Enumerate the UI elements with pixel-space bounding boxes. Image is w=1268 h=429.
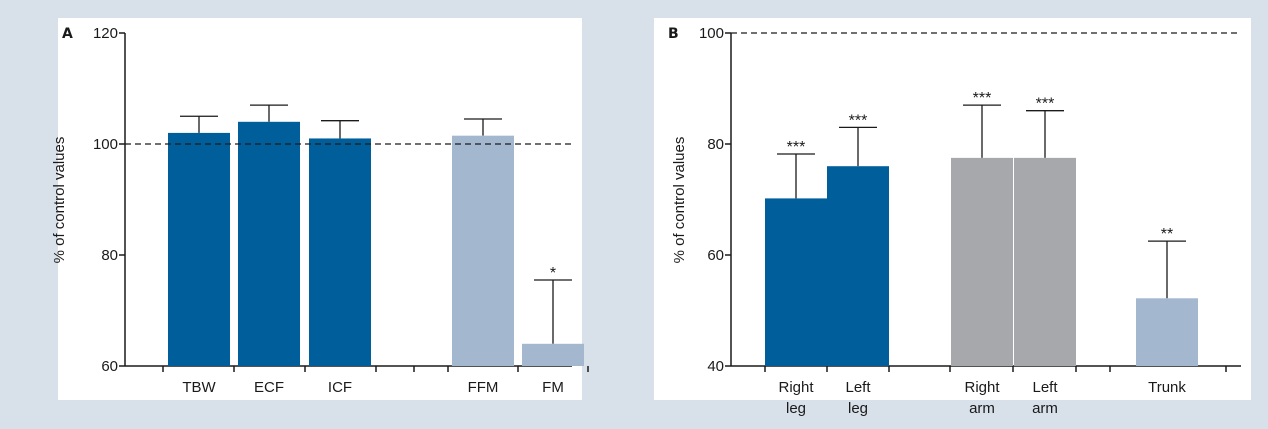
bar-ecf	[238, 121, 300, 366]
x-tick-label-trunk: Trunk	[1148, 379, 1186, 396]
bar-fm	[522, 343, 584, 366]
significance-trunk: **	[1161, 226, 1173, 243]
x-tick-label-right-arm-1: Right	[964, 379, 1000, 396]
y-tick-label-b-80: 80	[707, 136, 724, 153]
x-tick-label-left-arm-2: arm	[1032, 400, 1058, 417]
bar-ffm	[452, 135, 514, 366]
bar-left-arm	[1014, 157, 1076, 366]
bar-left-leg	[827, 166, 889, 366]
significance-right-leg: ***	[787, 139, 806, 156]
bar-tbw	[168, 132, 230, 366]
y-tick-label-a-80: 80	[101, 247, 118, 264]
panel-label-a: A	[62, 26, 73, 42]
y-tick-label-b-40: 40	[707, 358, 724, 375]
x-tick-label-icf: ICF	[328, 379, 352, 396]
significance-fm: *	[550, 265, 556, 282]
y-tick-label-a-100: 100	[93, 136, 118, 153]
bar-icf	[309, 138, 371, 366]
x-tick-label-right-arm-2: arm	[969, 400, 995, 417]
significance-left-leg: ***	[849, 112, 868, 129]
x-tick-label-left-leg-2: leg	[848, 400, 868, 417]
x-tick-label-tbw: TBW	[182, 379, 216, 396]
y-axis-title-a: % of control values	[51, 137, 68, 264]
x-tick-label-left-arm-1: Left	[1032, 379, 1058, 396]
x-tick-label-ecf: ECF	[254, 379, 284, 396]
x-tick-label-right-leg-1: Right	[778, 379, 814, 396]
x-tick-label-ffm: FFM	[468, 379, 499, 396]
significance-right-arm: ***	[973, 90, 992, 107]
x-tick-label-left-leg-1: Left	[845, 379, 871, 396]
y-tick-label-b-100: 100	[699, 25, 724, 42]
x-tick-label-fm: FM	[542, 379, 564, 396]
significance-left-arm: ***	[1036, 96, 1055, 113]
bar-right-leg	[765, 198, 827, 366]
bar-right-arm	[951, 157, 1013, 366]
y-tick-label-b-60: 60	[707, 247, 724, 264]
y-axis-title-b: % of control values	[671, 137, 688, 264]
y-tick-label-a-60: 60	[101, 358, 118, 375]
panel-label-b: B	[668, 26, 679, 42]
x-tick-label-right-leg-2: leg	[786, 400, 806, 417]
bar-trunk	[1136, 298, 1198, 366]
y-tick-label-a-120: 120	[93, 25, 118, 42]
